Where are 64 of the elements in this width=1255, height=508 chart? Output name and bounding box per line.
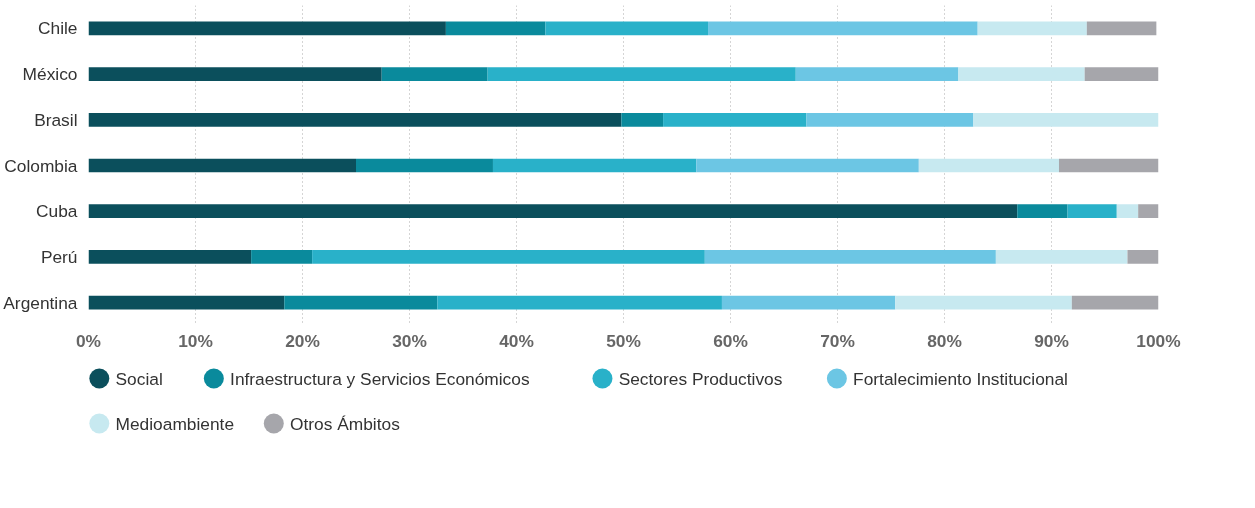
bar (312, 250, 705, 264)
bar (973, 112, 1159, 127)
bar (795, 67, 959, 81)
bar (1084, 67, 1159, 81)
x-tick-label: 40% (499, 330, 534, 351)
x-tick-label: 50% (606, 330, 641, 351)
bar (663, 112, 807, 127)
bar (721, 295, 896, 310)
bar (1071, 295, 1159, 310)
bar (88, 67, 382, 81)
legend-label: Sectores Productivos (618, 368, 783, 389)
y-tick-label: Colombia (4, 155, 78, 176)
x-tick-label: 30% (392, 330, 427, 351)
bar (88, 158, 356, 173)
x-tick-label: 90% (1034, 330, 1069, 351)
bar (918, 158, 1059, 173)
bar (1138, 204, 1159, 219)
y-tick-label: Brasil (34, 109, 78, 130)
bar (1116, 204, 1139, 219)
bar (696, 158, 919, 173)
bar (492, 158, 697, 173)
bar (895, 295, 1072, 310)
legend-label: Fortalecimiento Institucional (853, 368, 1068, 389)
x-tick-label: 70% (820, 330, 855, 351)
y-tick-label: Perú (40, 246, 78, 267)
legend-label: Medioambiente (115, 413, 235, 434)
x-tick-label: 0% (75, 330, 102, 351)
bar (251, 250, 313, 264)
bar (1086, 21, 1157, 36)
bar (958, 67, 1085, 81)
x-tick-label: 80% (927, 330, 962, 351)
bar (381, 67, 488, 81)
bar (88, 295, 285, 310)
bar (708, 21, 978, 36)
bar (1017, 204, 1068, 219)
x-tick-label: 10% (178, 330, 213, 351)
y-tick-label: México (22, 64, 78, 85)
x-tick-label: 60% (713, 330, 748, 351)
bar (88, 204, 1018, 219)
bar (704, 250, 996, 264)
legend-label: Otros Ámbitos (290, 413, 401, 434)
bar (977, 21, 1087, 36)
bar (284, 295, 438, 310)
y-tick-label: Cuba (36, 201, 78, 222)
bar (806, 112, 974, 127)
bar (356, 158, 493, 173)
bar (437, 295, 722, 310)
bar (995, 250, 1128, 264)
x-tick-label: 20% (285, 330, 320, 351)
bar (88, 250, 252, 264)
y-tick-label: Argentina (3, 292, 78, 313)
x-tick-label: 100% (1136, 330, 1181, 351)
y-tick-label: Chile (38, 18, 78, 39)
bar (621, 112, 664, 127)
bar (487, 67, 796, 81)
bar (445, 21, 546, 36)
bar (1127, 250, 1159, 264)
bar (545, 21, 709, 36)
bar (1058, 158, 1159, 173)
bar (88, 21, 446, 36)
bar (1067, 204, 1117, 219)
legend-label: Social (115, 368, 163, 389)
legend-label: Infraestructura y Servicios Económicos (230, 368, 530, 389)
bar (88, 112, 622, 127)
